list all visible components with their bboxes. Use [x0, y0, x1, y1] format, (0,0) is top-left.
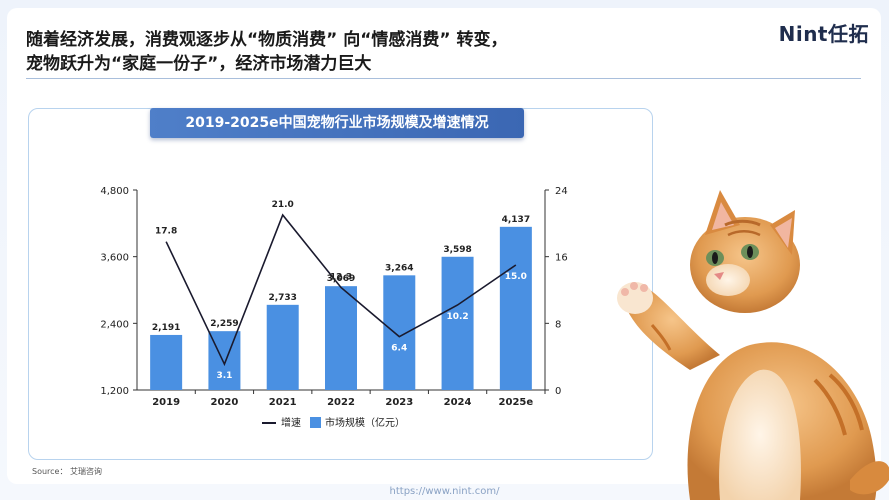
kitten-icon: [617, 190, 889, 500]
x-axis-tick-label: 2022: [327, 397, 355, 408]
brand-logo: Nint任拓: [778, 22, 869, 46]
line-data-label: 21.0: [272, 200, 294, 210]
footer-url[interactable]: https://www.nint.com/: [389, 486, 500, 497]
left-axis-tick-label: 2,400: [100, 319, 129, 330]
line-data-label: 6.4: [391, 344, 407, 354]
line-data-label: 12.3: [330, 273, 352, 283]
header-divider: [26, 78, 861, 79]
x-axis-tick-label: 2021: [269, 397, 297, 408]
bar-data-label: 2,733: [268, 293, 296, 303]
left-axis-tick-label: 1,200: [100, 386, 129, 397]
bar-data-label: 2,259: [210, 319, 238, 329]
right-axis-tick-label: 0: [555, 386, 561, 397]
x-axis-tick-label: 2025e: [499, 397, 534, 408]
line-data-label: 10.2: [446, 312, 468, 322]
chart-title: 2019-2025e中国宠物行业市场规模及增速情况: [150, 108, 524, 138]
x-axis-tick-label: 2024: [444, 397, 472, 408]
line-data-label: 3.1: [216, 371, 232, 381]
bar-market-size: [150, 334, 183, 390]
bar-data-label: 3,264: [385, 263, 413, 273]
bar-market-size: [383, 275, 416, 390]
legend-line-label: 增速: [281, 416, 301, 429]
growth-rate-line: [165, 213, 517, 367]
line-data-label: 17.8: [155, 227, 177, 237]
bar-data-label: 4,137: [502, 215, 530, 225]
x-axis-tick-label: 2020: [211, 397, 239, 408]
bar-market-size: [266, 304, 299, 390]
bar-data-label: 3,069: [327, 274, 355, 284]
title-line-2: 宠物跃升为“家庭一份子”，经济市场潜力巨大: [26, 54, 372, 74]
left-axis-tick-label: 3,600: [100, 253, 129, 264]
left-axis-tick-label: 4,800: [100, 186, 129, 197]
title-line-1: 随着经济发展，消费观逐步从“物质消费” 向“情感消费” 转变，: [26, 30, 508, 50]
legend-bar-label: 市场规模（亿元）: [325, 416, 405, 429]
right-axis-tick-label: 16: [555, 253, 568, 264]
chart-card: [28, 108, 653, 460]
x-axis-tick-label: 2019: [152, 397, 180, 408]
line-data-label: 15.0: [505, 272, 527, 282]
legend-bar-swatch: [310, 417, 321, 428]
right-axis-tick-label: 24: [555, 186, 568, 197]
bar-market-size: [499, 226, 532, 390]
x-axis-tick-label: 2023: [385, 397, 413, 408]
page-title: 随着经济发展，消费观逐步从“物质消费” 向“情感消费” 转变， 宠物跃升为“家庭…: [26, 28, 626, 76]
bar-market-size: [441, 256, 474, 390]
bar-data-label: 2,191: [152, 323, 180, 333]
source-note: Source： 艾瑞咨询: [32, 467, 103, 476]
bar-data-label: 3,598: [443, 245, 471, 255]
right-axis-tick-label: 8: [555, 319, 561, 330]
bar-market-size: [325, 286, 357, 390]
